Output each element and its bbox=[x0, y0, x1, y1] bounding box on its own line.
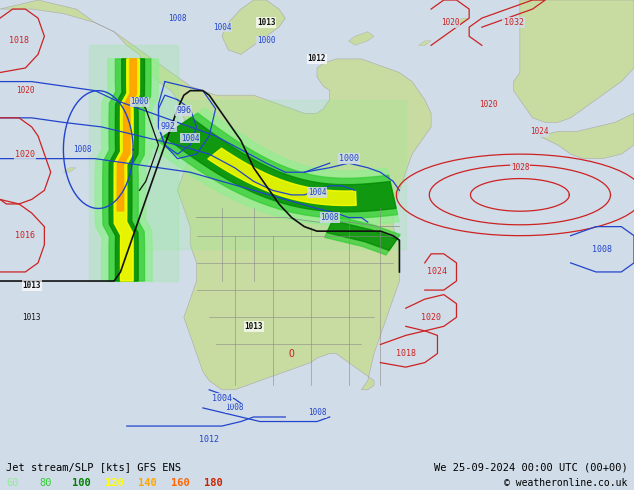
Text: 1008: 1008 bbox=[73, 145, 92, 154]
Polygon shape bbox=[109, 59, 145, 281]
Text: 1013: 1013 bbox=[257, 18, 276, 27]
Text: 1013: 1013 bbox=[22, 281, 41, 290]
Text: © weatheronline.co.uk: © weatheronline.co.uk bbox=[504, 478, 628, 488]
Polygon shape bbox=[349, 32, 374, 46]
Text: 140: 140 bbox=[138, 478, 157, 488]
Text: 1008: 1008 bbox=[320, 213, 339, 222]
Polygon shape bbox=[89, 46, 178, 281]
Polygon shape bbox=[150, 108, 399, 225]
Text: 1008: 1008 bbox=[225, 403, 244, 413]
Polygon shape bbox=[157, 113, 398, 218]
Text: 1020: 1020 bbox=[479, 100, 498, 109]
Polygon shape bbox=[222, 0, 285, 54]
Text: 1016: 1016 bbox=[15, 231, 36, 240]
Text: Jet stream/SLP [kts] GFS ENS: Jet stream/SLP [kts] GFS ENS bbox=[6, 463, 181, 472]
Text: 1004: 1004 bbox=[212, 394, 232, 403]
Text: 1013: 1013 bbox=[244, 322, 263, 331]
Text: 1013: 1013 bbox=[22, 313, 41, 322]
Text: 1032: 1032 bbox=[503, 18, 524, 27]
Polygon shape bbox=[95, 59, 158, 281]
Text: 1000: 1000 bbox=[130, 98, 149, 106]
Polygon shape bbox=[103, 59, 151, 281]
Text: 1012: 1012 bbox=[199, 435, 219, 444]
Polygon shape bbox=[114, 59, 139, 281]
Polygon shape bbox=[63, 168, 76, 172]
Text: 120: 120 bbox=[105, 478, 124, 488]
Text: 1028: 1028 bbox=[510, 163, 529, 172]
Polygon shape bbox=[327, 220, 397, 250]
Text: 1018: 1018 bbox=[396, 349, 416, 358]
Text: 1012: 1012 bbox=[307, 54, 327, 63]
Text: 100: 100 bbox=[72, 478, 91, 488]
Polygon shape bbox=[164, 118, 396, 212]
Text: 80: 80 bbox=[39, 478, 52, 488]
Polygon shape bbox=[325, 216, 400, 255]
Text: 1024: 1024 bbox=[427, 268, 448, 276]
Polygon shape bbox=[418, 41, 431, 46]
Text: 60: 60 bbox=[6, 478, 19, 488]
Text: 1000: 1000 bbox=[339, 154, 359, 163]
Polygon shape bbox=[0, 0, 431, 390]
Text: 1020: 1020 bbox=[15, 149, 36, 159]
Text: 1004: 1004 bbox=[181, 134, 200, 143]
Text: 160: 160 bbox=[171, 478, 190, 488]
Text: 1008: 1008 bbox=[307, 408, 327, 417]
Polygon shape bbox=[514, 0, 634, 122]
Text: 1020: 1020 bbox=[421, 313, 441, 322]
Text: 996: 996 bbox=[176, 106, 191, 115]
Polygon shape bbox=[117, 59, 136, 211]
Text: 1024: 1024 bbox=[529, 127, 548, 136]
Text: 1020: 1020 bbox=[16, 86, 35, 95]
Text: 1018: 1018 bbox=[9, 36, 29, 45]
Text: 1004: 1004 bbox=[212, 23, 231, 32]
Polygon shape bbox=[539, 113, 634, 159]
Text: O: O bbox=[288, 348, 295, 359]
Text: 180: 180 bbox=[204, 478, 223, 488]
Polygon shape bbox=[208, 148, 356, 205]
Text: 992: 992 bbox=[160, 122, 176, 131]
Text: 1008: 1008 bbox=[168, 14, 187, 23]
Text: 1004: 1004 bbox=[307, 188, 327, 197]
Polygon shape bbox=[450, 18, 469, 23]
Polygon shape bbox=[139, 99, 406, 249]
Text: 1020: 1020 bbox=[441, 18, 460, 27]
Text: 1008: 1008 bbox=[592, 245, 612, 254]
Text: We 25-09-2024 00:00 UTC (00+00): We 25-09-2024 00:00 UTC (00+00) bbox=[434, 463, 628, 472]
Text: 1000: 1000 bbox=[257, 36, 276, 45]
